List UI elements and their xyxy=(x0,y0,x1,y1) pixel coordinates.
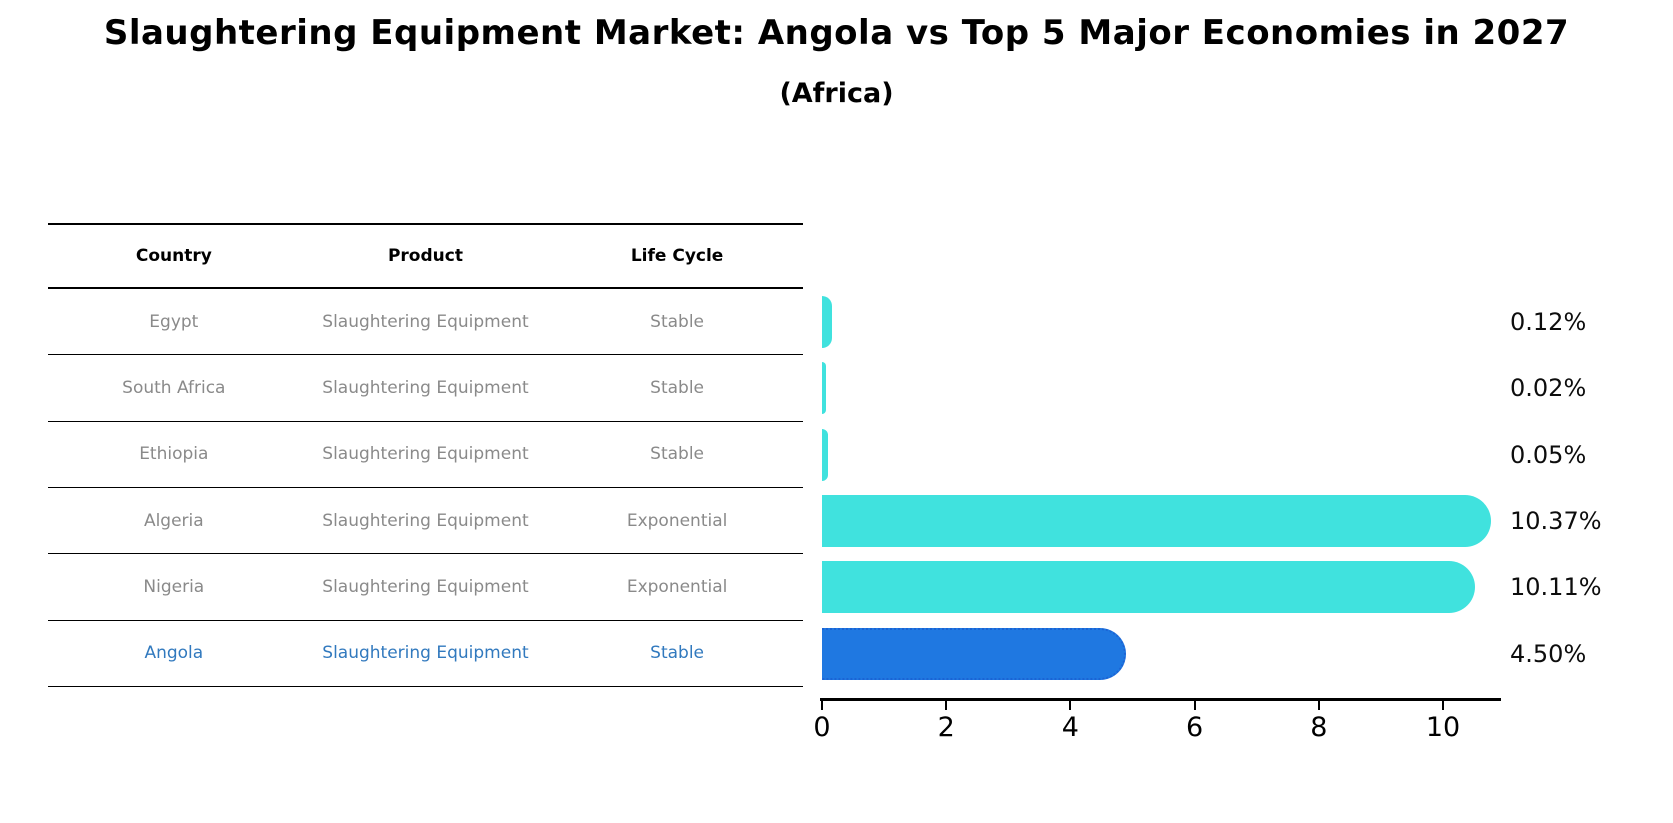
bar-value-label: 10.37% xyxy=(1510,507,1602,536)
table-cell-lifecycle: Stable xyxy=(650,377,705,398)
table-row: Ethiopia Slaughtering Equipment Stable xyxy=(48,422,803,488)
x-axis-line xyxy=(820,698,1501,701)
table-row: Algeria Slaughtering Equipment Exponential xyxy=(48,488,803,555)
table-body: Egypt Slaughtering Equipment Stable South A… xyxy=(48,289,803,687)
table-cell-product: Slaughtering Equipment xyxy=(322,311,529,332)
x-axis-tick-label: 10 xyxy=(1425,712,1461,743)
x-axis-tick-label: 0 xyxy=(813,712,831,743)
table-cell-country: Angola xyxy=(144,643,204,664)
bar-value-label: 0.05% xyxy=(1510,440,1587,469)
column-header-lifecycle: Life Cycle xyxy=(630,246,724,266)
x-axis-tick-label: 6 xyxy=(1186,712,1204,743)
x-axis-tick xyxy=(945,700,948,710)
chart-subtitle: (Africa) xyxy=(779,78,894,109)
x-axis-tick-label: 4 xyxy=(1061,712,1079,743)
table-cell-country: Egypt xyxy=(149,311,199,332)
table-row: Angola Slaughtering Equipment Stable xyxy=(48,621,803,687)
table-cell-lifecycle: Stable xyxy=(650,311,705,332)
table-cell-lifecycle: Stable xyxy=(650,643,705,664)
bar-south-africa xyxy=(822,362,827,415)
table-cell-product: Slaughtering Equipment xyxy=(322,510,529,531)
x-axis-tick-label: 8 xyxy=(1310,712,1328,743)
bar-value-label: 10.11% xyxy=(1510,573,1602,602)
table-cell-product: Slaughtering Equipment xyxy=(322,643,529,664)
x-axis-tick xyxy=(1317,700,1320,710)
table-cell-lifecycle: Exponential xyxy=(626,576,728,597)
table-cell-product: Slaughtering Equipment xyxy=(322,444,529,465)
bar-value-label: 0.12% xyxy=(1510,308,1587,337)
table-cell-country: Algeria xyxy=(143,510,204,531)
x-axis-tick xyxy=(1441,700,1445,710)
x-axis-tick xyxy=(820,700,824,710)
table-cell-lifecycle: Stable xyxy=(650,444,705,465)
table-cell-country: Nigeria xyxy=(143,576,205,597)
chart-title: Slaughtering Equipment Market: Angola vs… xyxy=(103,13,1570,53)
column-header-country: Country xyxy=(135,246,212,266)
table-row: Nigeria Slaughtering Equipment Exponential xyxy=(48,554,803,621)
table-cell-country: South Africa xyxy=(122,377,226,398)
table-cell-country: Ethiopia xyxy=(139,444,209,465)
bar-egypt xyxy=(822,296,833,349)
column-header-product: Product xyxy=(387,246,463,266)
bar-algeria xyxy=(822,495,1491,548)
bar-nigeria xyxy=(822,561,1475,614)
table-row: South Africa Slaughtering Equipment Stable xyxy=(48,355,803,422)
country-table: Country Product Life Cycle Egypt Slaughte… xyxy=(48,223,803,687)
x-axis-tick xyxy=(1193,700,1196,710)
bar-value-label: 4.50% xyxy=(1510,639,1587,668)
bar-value-label: 0.02% xyxy=(1510,374,1587,403)
table-cell-lifecycle: Exponential xyxy=(626,510,728,531)
table-cell-product: Slaughtering Equipment xyxy=(322,576,529,597)
bar-angola xyxy=(822,627,1127,680)
bar-ethiopia xyxy=(822,428,829,481)
table-cell-product: Slaughtering Equipment xyxy=(322,377,529,398)
table-header-row: Country Product Life Cycle xyxy=(48,223,803,289)
x-axis-tick xyxy=(1069,700,1072,710)
table-row: Egypt Slaughtering Equipment Stable xyxy=(48,289,803,356)
x-axis-tick-label: 2 xyxy=(937,712,955,743)
